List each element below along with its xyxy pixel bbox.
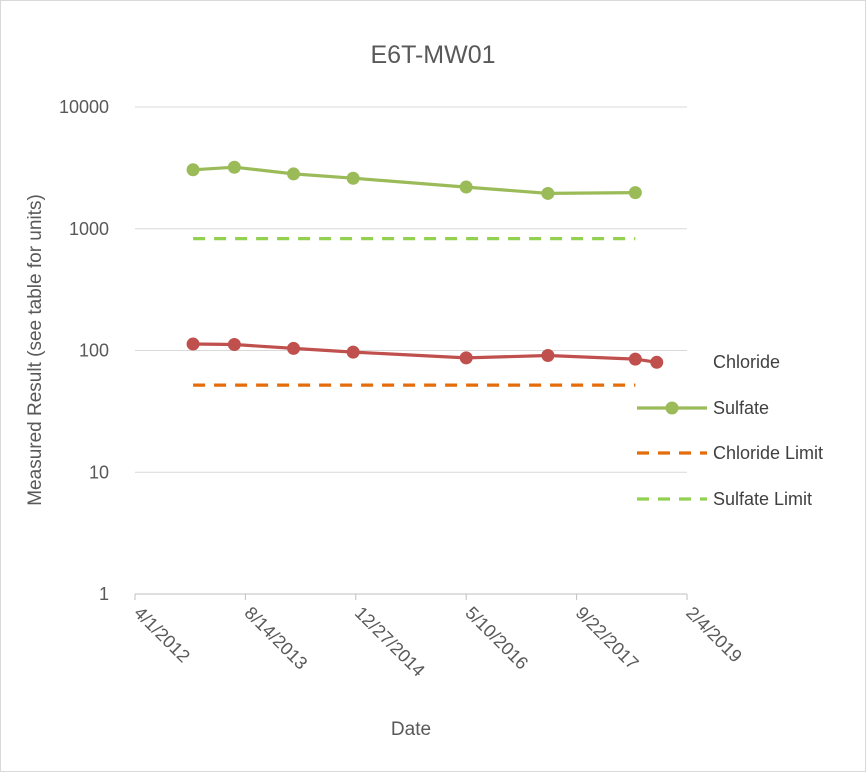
legend-label-chloride-limit: Chloride Limit: [713, 443, 823, 463]
sulfate-point: [459, 180, 473, 194]
y-tick-label: 10000: [59, 97, 109, 117]
x-tick-label: 12/27/2014: [351, 603, 429, 681]
x-tick-label: 9/22/2017: [572, 603, 643, 674]
x-tick-label: 4/1/2012: [130, 603, 194, 667]
chloride-line: [193, 342, 658, 364]
chloride-point: [287, 341, 301, 355]
y-tick-label: 1000: [69, 219, 109, 239]
y-tick-label: 100: [79, 341, 109, 361]
chloride-point: [459, 351, 473, 365]
grid-lines: [135, 106, 687, 473]
sulfate-point: [287, 167, 301, 181]
chart-title: E6T-MW01: [370, 41, 495, 69]
sulfate-point: [541, 186, 555, 200]
legend: Chloride Sulfate Chloride Limit Sulfate Lim…: [637, 352, 823, 509]
chloride-point: [628, 352, 642, 366]
legend-label-sulfate: Sulfate: [713, 398, 769, 418]
chloride-point: [541, 348, 555, 362]
legend-marker-sulfate: [665, 401, 679, 415]
y-tick-label: 10: [89, 462, 109, 482]
x-tick-label: 2/4/2019: [682, 603, 746, 667]
series-layer: [186, 160, 664, 387]
sulfate-point: [227, 160, 241, 174]
legend-label-sulfate-limit: Sulfate Limit: [713, 489, 812, 509]
x-axis-title: Date: [391, 719, 431, 740]
x-tick-label: 5/10/2016: [461, 603, 532, 674]
x-tick-label: 8/14/2013: [241, 603, 312, 674]
chloride-point: [650, 355, 664, 369]
chloride-point: [186, 337, 200, 351]
sulfate-point: [346, 171, 360, 185]
sulfate-point: [628, 186, 642, 200]
chloride-point: [227, 338, 241, 352]
sulfate-point: [186, 163, 200, 177]
y-tick-label: 1: [99, 584, 109, 604]
legend-label-chloride: Chloride: [713, 352, 780, 372]
chloride-point: [346, 345, 360, 359]
sulfate-line: [192, 165, 636, 195]
axes: 1 10 100 1000 10000 4/1/2012 8/14/2013 12/27/20…: [59, 97, 746, 681]
y-axis-title: Measured Result (see table for units): [25, 194, 46, 506]
